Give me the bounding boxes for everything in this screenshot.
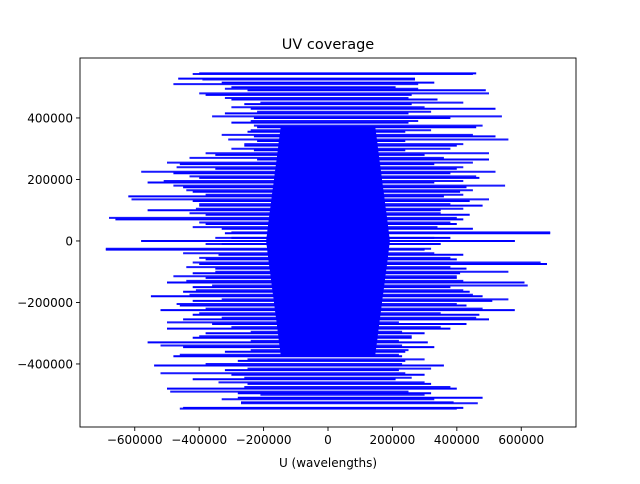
x-tick-label: −600000 <box>107 433 163 447</box>
y-tick-label: −400000 <box>17 357 73 371</box>
x-axis-label: U (wavelengths) <box>279 456 377 470</box>
x-tick-label: 0 <box>324 433 332 447</box>
chart-title: UV coverage <box>282 37 375 53</box>
y-tick-label: 400000 <box>27 111 73 125</box>
y-axis: −400000 −200000 0 200000 400000 <box>17 111 80 371</box>
y-tick-label: −200000 <box>17 296 73 310</box>
y-tick-label: 200000 <box>27 173 73 187</box>
x-tick-label: −400000 <box>171 433 227 447</box>
x-tick-label: 400000 <box>434 433 480 447</box>
x-tick-label: 600000 <box>498 433 544 447</box>
x-tick-label: 200000 <box>370 433 416 447</box>
x-axis: −600000 −400000 −200000 0 200000 400000 600000 <box>107 427 544 447</box>
y-tick-label: 0 <box>65 234 73 248</box>
x-tick-label: −200000 <box>236 433 292 447</box>
uv-tracks <box>105 72 551 410</box>
plot-area <box>79 57 577 428</box>
